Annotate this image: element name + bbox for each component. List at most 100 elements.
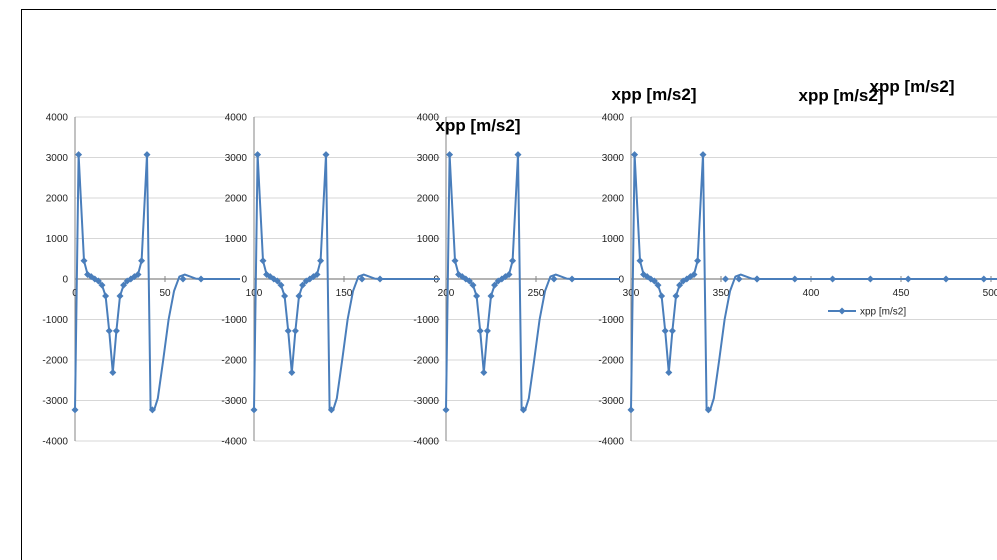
series-line xyxy=(253,153,381,411)
y-tick-label: -2000 xyxy=(413,356,439,367)
x-tick-label: 50 xyxy=(159,288,171,299)
data-point xyxy=(676,281,684,289)
x-tick-label: 300 xyxy=(623,288,640,299)
x-tick-label: 500 xyxy=(983,288,997,299)
data-point xyxy=(980,275,988,283)
data-point xyxy=(476,327,484,335)
data-point xyxy=(138,257,146,265)
data-point xyxy=(254,151,262,159)
chart-frame xyxy=(21,9,996,560)
data-point xyxy=(668,327,676,335)
data-point xyxy=(704,406,712,414)
x-tick-label: 400 xyxy=(803,288,820,299)
data-point xyxy=(519,406,527,414)
y-tick-label: -1000 xyxy=(221,315,247,326)
data-point xyxy=(791,275,799,283)
data-point xyxy=(690,271,698,279)
data-point xyxy=(694,257,702,265)
data-point xyxy=(134,271,142,279)
data-point xyxy=(281,292,289,300)
legend-label: xpp [m/s2] xyxy=(860,307,906,318)
data-point xyxy=(109,369,117,377)
x-tick-label: 350 xyxy=(713,288,730,299)
y-tick-label: 4000 xyxy=(46,113,69,124)
data-point xyxy=(650,277,658,285)
data-point xyxy=(514,151,522,159)
data-point xyxy=(753,275,761,283)
data-point xyxy=(112,327,120,335)
y-tick-label: 1000 xyxy=(225,234,248,245)
y-tick-label: -2000 xyxy=(598,356,624,367)
data-point xyxy=(480,369,488,377)
y-tick-label: 1000 xyxy=(602,234,625,245)
data-point xyxy=(568,275,576,283)
y-tick-label: -3000 xyxy=(221,396,247,407)
data-point xyxy=(735,275,743,283)
legend-swatch-marker xyxy=(838,307,846,315)
y-tick-label: -4000 xyxy=(598,437,624,448)
data-point xyxy=(627,406,635,414)
series-line xyxy=(445,153,573,411)
data-point xyxy=(665,369,673,377)
data-point xyxy=(672,292,680,300)
y-tick-label: -1000 xyxy=(413,315,439,326)
chart-title: xpp [m/s2] xyxy=(435,116,520,135)
y-tick-label: -4000 xyxy=(221,437,247,448)
y-tick-label: 4000 xyxy=(602,113,625,124)
y-tick-label: 2000 xyxy=(602,194,625,205)
data-point xyxy=(71,406,79,414)
y-tick-label: 3000 xyxy=(602,153,625,164)
data-point xyxy=(358,275,366,283)
data-point xyxy=(631,151,639,159)
data-point xyxy=(94,277,102,285)
data-point xyxy=(446,151,454,159)
y-tick-label: -1000 xyxy=(598,315,624,326)
y-tick-label: 1000 xyxy=(417,234,440,245)
data-point xyxy=(116,292,124,300)
x-tick-label: 0 xyxy=(72,288,78,299)
data-point xyxy=(942,275,950,283)
y-tick-label: 4000 xyxy=(225,113,248,124)
data-point xyxy=(699,151,707,159)
x-tick-label: 250 xyxy=(528,288,545,299)
x-tick-label: 450 xyxy=(893,288,910,299)
data-point xyxy=(829,275,837,283)
y-tick-label: 3000 xyxy=(46,153,69,164)
data-point xyxy=(473,292,481,300)
data-point xyxy=(277,281,285,289)
y-tick-label: -2000 xyxy=(221,356,247,367)
data-point xyxy=(143,151,151,159)
y-tick-label: -4000 xyxy=(42,437,68,448)
data-point xyxy=(904,275,912,283)
y-tick-label: 2000 xyxy=(46,194,69,205)
data-point xyxy=(313,271,321,279)
y-tick-label: -3000 xyxy=(42,396,68,407)
chart-title: xpp [m/s2] xyxy=(798,86,883,105)
data-point xyxy=(98,281,106,289)
y-tick-label: 2000 xyxy=(225,194,248,205)
data-point xyxy=(505,271,513,279)
y-tick-label: 4000 xyxy=(417,113,440,124)
data-point xyxy=(102,292,110,300)
data-point xyxy=(322,151,330,159)
y-tick-label: -3000 xyxy=(598,396,624,407)
data-point xyxy=(295,292,303,300)
data-point xyxy=(465,277,473,285)
data-point xyxy=(250,406,258,414)
data-point xyxy=(487,292,495,300)
y-tick-label: 0 xyxy=(62,275,68,286)
chart-title: xpp [m/s2] xyxy=(869,77,954,96)
y-tick-label: 3000 xyxy=(417,153,440,164)
data-point xyxy=(80,257,88,265)
data-point xyxy=(284,327,292,335)
x-tick-label: 150 xyxy=(336,288,353,299)
data-point xyxy=(509,257,517,265)
data-point xyxy=(273,277,281,285)
y-tick-label: 0 xyxy=(241,275,247,286)
data-point xyxy=(291,327,299,335)
data-point xyxy=(483,327,491,335)
y-tick-label: 3000 xyxy=(225,153,248,164)
y-tick-label: 2000 xyxy=(417,194,440,205)
data-point xyxy=(654,281,662,289)
